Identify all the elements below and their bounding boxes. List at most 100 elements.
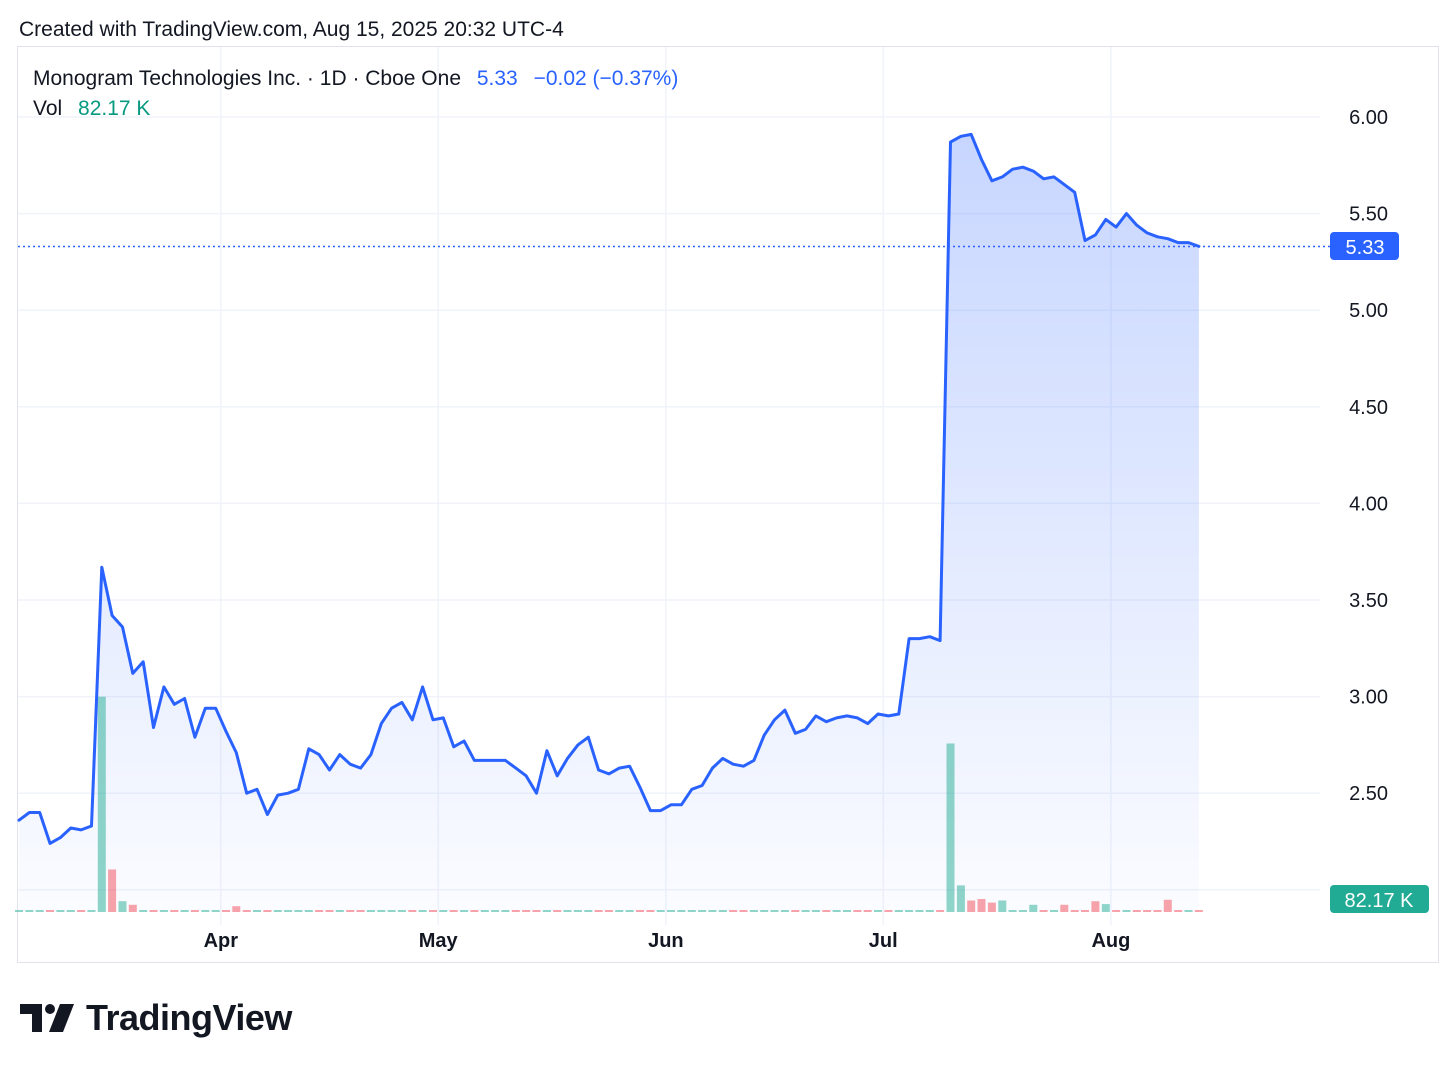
area-layer <box>19 134 1199 912</box>
tradingview-wordmark: TradingView <box>86 997 292 1038</box>
volume-bar <box>1122 910 1131 912</box>
volume-bar <box>180 910 189 912</box>
x-tick-label: Jul <box>869 930 898 952</box>
volume-bar <box>15 910 23 912</box>
volume-bar <box>429 910 437 912</box>
volume-bar <box>553 910 562 912</box>
volume-bar <box>356 910 365 912</box>
volume-bar <box>1008 910 1017 912</box>
volume-bar <box>977 899 986 912</box>
volume-bar <box>491 910 500 912</box>
volume-bar <box>1091 901 1100 912</box>
volume-bar <box>542 910 551 912</box>
volume-bar <box>470 910 479 912</box>
volume-bar <box>667 910 675 912</box>
volume-bar <box>201 910 210 912</box>
volume-badge: 82.17 K <box>1330 885 1429 913</box>
volume-bar <box>874 910 882 912</box>
volume-bar <box>822 910 831 912</box>
volume-bar <box>594 910 603 912</box>
legend-change-percent: (−0.37%) <box>592 67 679 90</box>
volume-bar <box>139 910 148 912</box>
volume-bar <box>263 910 272 912</box>
chart-panel[interactable] <box>17 46 1439 963</box>
volume-bar <box>325 910 334 912</box>
volume-bar <box>253 910 261 912</box>
volume-bar <box>749 910 758 912</box>
price-axis[interactable]: 6.00 5.50 5.00 4.50 4.00 3.50 3.00 2.50 <box>1349 107 1388 805</box>
volume-bar <box>449 910 458 912</box>
volume-label: 82.17 K <box>1345 890 1415 912</box>
volume-bar <box>408 910 417 912</box>
volume-bar <box>708 910 717 912</box>
volume-bar <box>625 910 634 912</box>
legend-volume-label: Vol <box>33 97 63 120</box>
volume-bar <box>1029 904 1038 912</box>
volume-bar <box>480 910 489 912</box>
volume-bar <box>532 910 541 912</box>
volume-bar <box>1050 910 1058 912</box>
volume-bar <box>832 910 841 912</box>
volume-bar <box>636 910 644 912</box>
volume-bar <box>604 910 613 912</box>
volume-bar <box>170 910 179 912</box>
volume-bar <box>418 910 427 912</box>
volume-bar <box>1101 904 1110 912</box>
volume-bar <box>739 910 748 912</box>
last-price-label: 5.33 <box>1346 237 1385 259</box>
volume-bar <box>522 910 531 912</box>
volume-bar <box>905 910 914 912</box>
volume-bar <box>925 910 934 912</box>
volume-bar <box>366 910 375 912</box>
volume-bar <box>677 910 686 912</box>
volume-bar <box>936 910 945 912</box>
volume-bar <box>780 910 789 912</box>
x-tick-label: Apr <box>204 930 239 952</box>
volume-bar <box>1018 910 1027 912</box>
volume-bar <box>273 910 282 912</box>
volume-bar <box>335 910 344 912</box>
volume-bar <box>1194 910 1203 912</box>
y-tick-label: 6.00 <box>1349 107 1388 129</box>
y-tick-label: 5.00 <box>1349 300 1388 322</box>
tradingview-logo-icon <box>20 1004 74 1032</box>
volume-bar <box>387 910 396 912</box>
volume-bar <box>998 900 1007 912</box>
volume-bar <box>346 910 355 912</box>
legend-volume-row[interactable]: Vol 82.17 K <box>33 97 150 121</box>
created-with-text: Created with TradingView.com, Aug 15, 20… <box>19 18 564 41</box>
volume-bar <box>1132 910 1141 912</box>
volume-bar <box>66 910 75 912</box>
volume-bar <box>118 901 127 912</box>
y-tick-label: 4.00 <box>1349 493 1388 515</box>
volume-bar <box>698 910 707 912</box>
last-price-badge: 5.33 <box>1330 232 1399 260</box>
tradingview-logo[interactable]: TradingView <box>20 996 292 1040</box>
volume-bar <box>284 910 293 912</box>
volume-bar <box>801 910 810 912</box>
volume-bar <box>1081 910 1089 912</box>
legend-volume-value: 82.17 K <box>78 97 151 120</box>
volume-bar <box>501 910 510 912</box>
volume-bar <box>1153 910 1162 912</box>
volume-bar <box>511 910 520 912</box>
volume-bar <box>211 910 220 912</box>
volume-bar <box>1163 899 1172 912</box>
legend-last-price: 5.33 <box>476 67 518 90</box>
volume-bar <box>128 904 137 912</box>
legend-symbol-row[interactable]: Monogram Technologies Inc. · 1D · Cboe O… <box>33 67 678 91</box>
volume-bar <box>863 910 872 912</box>
volume-bar <box>1174 910 1183 912</box>
volume-bar <box>439 910 448 912</box>
volume-bar <box>242 910 251 912</box>
volume-bar <box>946 743 955 912</box>
x-tick-label: Aug <box>1091 930 1130 952</box>
volume-bar <box>687 910 696 912</box>
volume-bar <box>1184 910 1193 912</box>
volume-bar <box>77 910 86 912</box>
time-axis[interactable]: Apr May Jun Jul Aug <box>204 930 1131 952</box>
volume-bar <box>656 910 665 912</box>
volume-bar <box>718 910 727 912</box>
volume-bar <box>956 885 965 912</box>
